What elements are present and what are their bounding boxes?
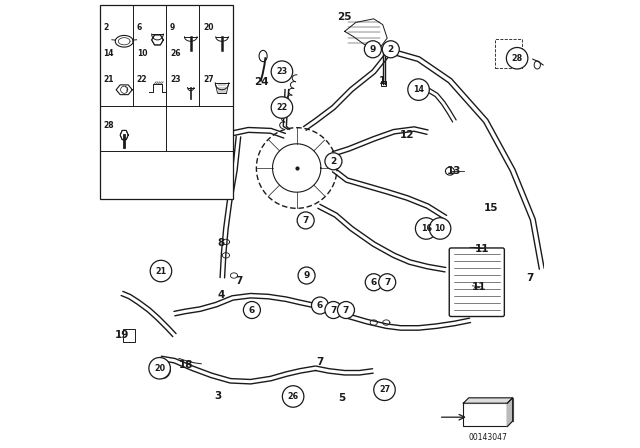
Text: 18: 18 bbox=[179, 360, 193, 370]
Circle shape bbox=[429, 218, 451, 239]
Bar bbox=[495, 39, 522, 68]
Text: 5: 5 bbox=[338, 393, 345, 403]
Circle shape bbox=[325, 302, 342, 319]
Text: 20: 20 bbox=[154, 364, 165, 373]
Text: 7: 7 bbox=[343, 306, 349, 314]
Text: 23: 23 bbox=[276, 67, 287, 76]
Text: 27: 27 bbox=[204, 74, 214, 84]
Text: 1: 1 bbox=[379, 76, 387, 86]
Circle shape bbox=[365, 274, 382, 291]
Bar bbox=[463, 403, 508, 426]
Circle shape bbox=[506, 47, 528, 69]
Circle shape bbox=[382, 41, 399, 58]
Text: 23: 23 bbox=[170, 74, 180, 84]
Bar bbox=[468, 398, 513, 421]
Polygon shape bbox=[116, 85, 132, 95]
Text: 25: 25 bbox=[337, 12, 352, 22]
Text: 7: 7 bbox=[330, 306, 337, 314]
Polygon shape bbox=[345, 19, 387, 47]
Text: 6: 6 bbox=[137, 23, 142, 32]
Text: 6: 6 bbox=[317, 301, 323, 310]
Text: 28: 28 bbox=[511, 54, 523, 63]
Circle shape bbox=[408, 79, 429, 100]
Text: 19: 19 bbox=[115, 330, 129, 340]
Circle shape bbox=[337, 302, 355, 319]
Text: 20: 20 bbox=[204, 23, 214, 32]
Circle shape bbox=[415, 218, 437, 239]
Text: 8: 8 bbox=[218, 238, 225, 248]
Text: 11: 11 bbox=[472, 282, 487, 292]
Polygon shape bbox=[508, 398, 513, 426]
FancyBboxPatch shape bbox=[449, 248, 504, 316]
Text: 13: 13 bbox=[447, 166, 461, 176]
Circle shape bbox=[379, 274, 396, 291]
Circle shape bbox=[298, 267, 315, 284]
Text: 21: 21 bbox=[104, 74, 114, 84]
Circle shape bbox=[271, 97, 292, 118]
Text: 00143047: 00143047 bbox=[468, 433, 508, 442]
Text: 9: 9 bbox=[170, 23, 175, 32]
Polygon shape bbox=[120, 130, 128, 140]
Text: 22: 22 bbox=[276, 103, 287, 112]
Text: 17: 17 bbox=[186, 129, 201, 139]
Circle shape bbox=[271, 61, 292, 82]
Text: 6: 6 bbox=[371, 278, 377, 287]
Text: 15: 15 bbox=[484, 203, 499, 213]
Text: 7: 7 bbox=[235, 276, 242, 286]
Ellipse shape bbox=[118, 154, 128, 162]
Text: 10: 10 bbox=[137, 49, 147, 58]
Text: 14: 14 bbox=[413, 85, 424, 94]
Circle shape bbox=[297, 212, 314, 229]
Circle shape bbox=[312, 297, 328, 314]
Text: 2: 2 bbox=[388, 45, 394, 54]
Text: 9: 9 bbox=[303, 271, 310, 280]
Circle shape bbox=[364, 41, 381, 58]
Text: 14: 14 bbox=[104, 49, 114, 58]
Text: 27: 27 bbox=[379, 385, 390, 394]
Text: 7: 7 bbox=[384, 278, 390, 287]
Text: 26: 26 bbox=[287, 392, 299, 401]
Bar bbox=[381, 81, 387, 86]
Text: 26: 26 bbox=[170, 49, 180, 58]
Text: 21: 21 bbox=[156, 267, 166, 276]
Text: 28: 28 bbox=[104, 121, 114, 130]
Text: 6: 6 bbox=[249, 306, 255, 314]
Polygon shape bbox=[463, 398, 513, 403]
Text: 4: 4 bbox=[218, 290, 225, 300]
Text: 7: 7 bbox=[303, 216, 309, 225]
Text: 7: 7 bbox=[526, 273, 533, 283]
Text: 10: 10 bbox=[435, 224, 445, 233]
Text: 2: 2 bbox=[330, 157, 337, 166]
Circle shape bbox=[149, 358, 170, 379]
Text: 7: 7 bbox=[316, 357, 324, 367]
Circle shape bbox=[282, 386, 304, 407]
Text: 11: 11 bbox=[475, 244, 490, 254]
Text: 9: 9 bbox=[370, 45, 376, 54]
Bar bbox=[100, 5, 233, 199]
Text: 16: 16 bbox=[420, 224, 431, 233]
Circle shape bbox=[150, 260, 172, 282]
Circle shape bbox=[374, 379, 396, 401]
Text: 22: 22 bbox=[137, 74, 147, 84]
Text: 24: 24 bbox=[255, 77, 269, 86]
Text: 3: 3 bbox=[214, 392, 221, 401]
Circle shape bbox=[243, 302, 260, 319]
Bar bbox=[123, 329, 136, 342]
Text: 2: 2 bbox=[104, 23, 109, 32]
Circle shape bbox=[325, 153, 342, 170]
Polygon shape bbox=[152, 35, 163, 45]
Text: 12: 12 bbox=[400, 130, 415, 140]
